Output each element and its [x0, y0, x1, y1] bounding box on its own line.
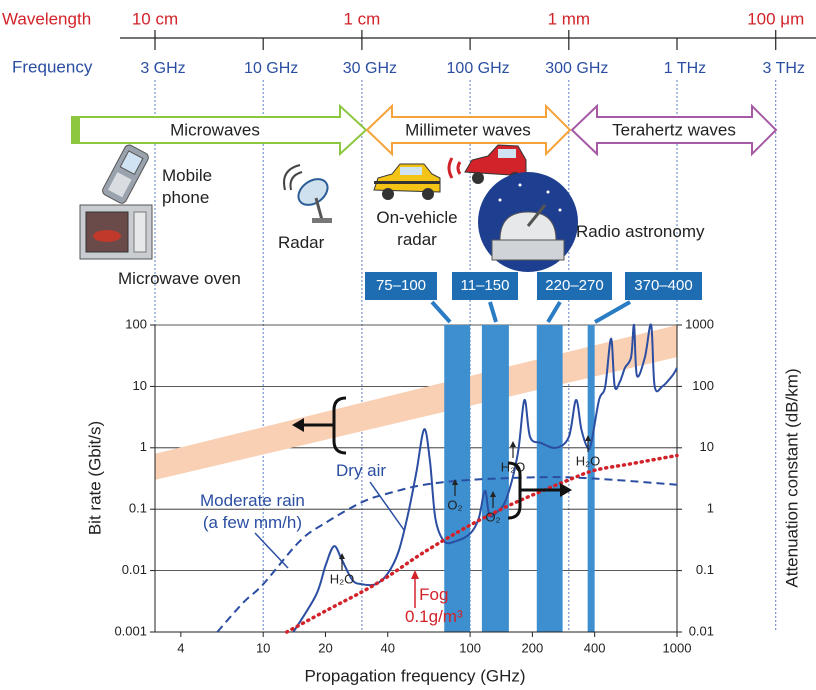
x-tick-label: 400	[584, 640, 606, 655]
band-label: Terahertz waves	[612, 120, 736, 139]
series-label: Moderate rain (a few mm/h)	[200, 490, 305, 534]
y-axis-title: Bit rate (Gbit/s)	[85, 421, 104, 535]
application-label: Radio astronomy	[576, 221, 705, 243]
x-tick-label: 200	[522, 640, 544, 655]
y-tick-label: 10	[133, 378, 147, 393]
microwave-oven-icon	[80, 205, 152, 259]
annotation-label: H₂O	[330, 571, 355, 586]
y2-tick-label: 100	[692, 378, 714, 393]
signal-icon	[449, 158, 460, 178]
frequency-tick-label: 3 THz	[763, 60, 805, 77]
x-axis-title: Propagation frequency (GHz)	[304, 666, 525, 685]
window-bar	[537, 325, 563, 632]
series-label: Fog 0.1g/m³	[405, 584, 463, 628]
mobile-phone-icon	[101, 143, 150, 205]
y2-tick-label: 0.01	[689, 623, 714, 638]
band-label: Millimeter waves	[405, 120, 531, 139]
frequency-label: Frequency	[12, 57, 93, 76]
frequency-tick-label: 100 GHz	[447, 60, 510, 77]
application-label: Microwave oven	[118, 268, 241, 290]
taxi-icon	[374, 164, 440, 200]
frequency-tick-label: 3 GHz	[140, 60, 185, 77]
y-tick-label: 100	[125, 316, 147, 331]
window-label: 75–100	[365, 272, 437, 300]
radar-icon	[284, 165, 332, 223]
window-label: 11–150	[452, 272, 518, 300]
y-tick-label: 1	[140, 439, 147, 454]
wavelength-tick-label: 1 mm	[548, 9, 591, 28]
window-pointers	[432, 302, 630, 322]
wavelength-label: Wavelength	[2, 9, 91, 28]
frequency-tick-label: 10 GHz	[244, 60, 298, 77]
wavelength-tick-label: 100 μm	[747, 9, 804, 28]
page: { "wavelength_axis": {"label": "Waveleng…	[0, 0, 816, 690]
band-label: Microwaves	[170, 120, 260, 139]
y2-tick-label: 0.1	[696, 562, 714, 577]
y2-axis-title: Attenuation constant (dB/km)	[782, 368, 801, 587]
annotation-arrow-head	[510, 441, 516, 447]
x-tick-label: 4	[177, 640, 184, 655]
observatory-icon	[478, 172, 578, 272]
x-tick-label: 1000	[663, 640, 692, 655]
y-tick-label: 0.001	[114, 623, 147, 638]
y2-tick-label: 1	[707, 501, 714, 516]
series-label: Dry air	[336, 460, 386, 482]
x-tick-label: 40	[381, 640, 395, 655]
x-tick-label: 20	[318, 640, 332, 655]
x-tick-label: 100	[459, 640, 481, 655]
window-label: 370–400	[625, 272, 702, 300]
window-label: 220–270	[537, 272, 612, 300]
frequency-tick-label: 30 GHz	[343, 60, 397, 77]
y2-tick-label: 10	[700, 439, 714, 454]
band-arrow-tail	[72, 117, 80, 143]
application-label: Radar	[278, 232, 324, 254]
y-tick-label: 0.01	[122, 562, 147, 577]
wavelength-tick-label: 1 cm	[343, 9, 380, 28]
annotation-label: H₂O	[501, 459, 526, 474]
annotation-label: O₂	[447, 497, 462, 512]
annotation-label: H₂O	[576, 453, 601, 468]
application-label: On-vehicle radar	[362, 207, 472, 251]
arrow-head	[411, 570, 419, 579]
x-tick-label: 10	[256, 640, 270, 655]
y2-tick-label: 1000	[685, 316, 714, 331]
application-label: Mobile phone	[162, 165, 212, 209]
frequency-tick-label: 300 GHz	[545, 60, 608, 77]
arrow-head	[560, 483, 572, 497]
y-tick-label: 0.1	[129, 501, 147, 516]
wavelength-tick-label: 10 cm	[132, 9, 178, 28]
annotation-label: O₂	[485, 509, 500, 524]
frequency-tick-label: 1 THz	[664, 60, 706, 77]
